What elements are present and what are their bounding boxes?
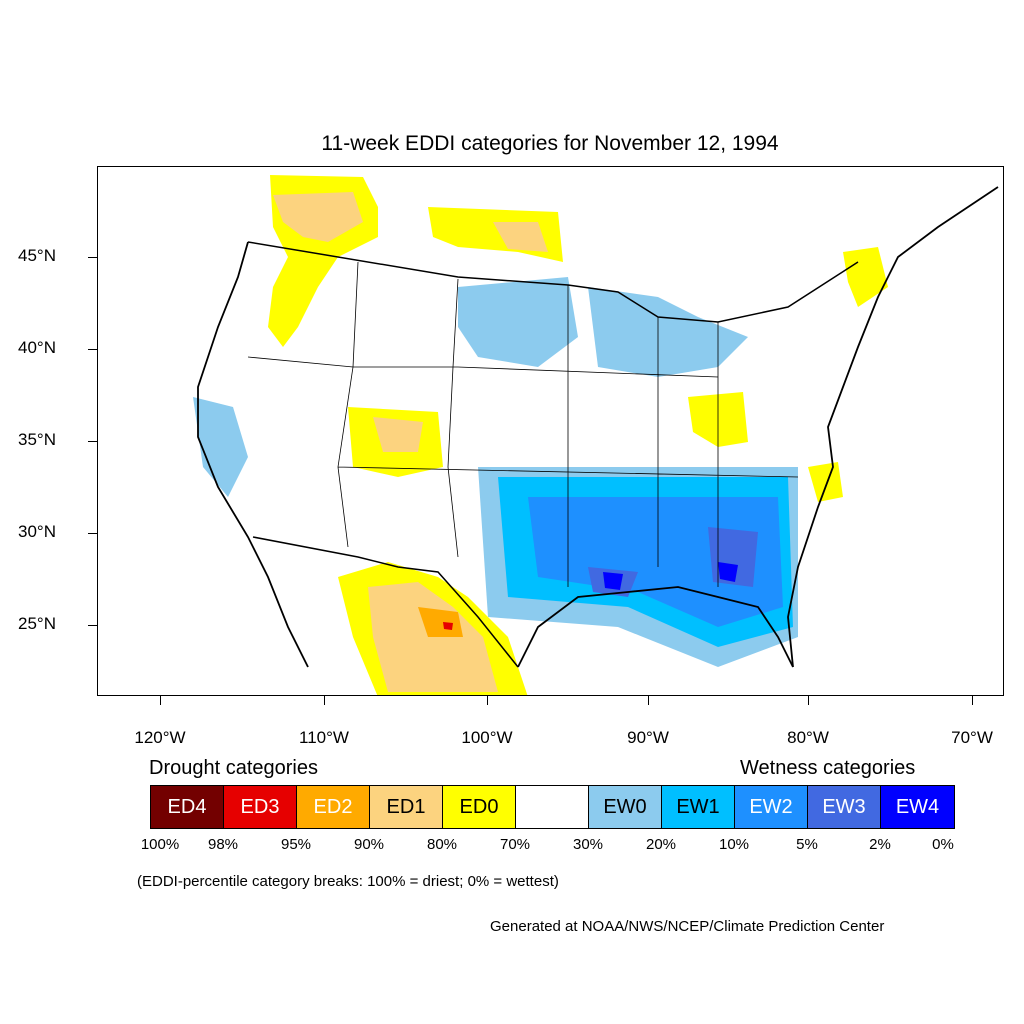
lat-label-45: 45°N <box>18 246 56 265</box>
legend-swatch-ew1: EW1 <box>662 786 735 828</box>
ed1-region-north-dakota <box>493 222 548 252</box>
wetness-categories-heading: Wetness categories <box>740 757 916 779</box>
ed0-region-carolina <box>808 462 843 502</box>
wetness-regions <box>193 277 798 667</box>
state-lines <box>247 261 799 587</box>
gulf-coastline <box>517 586 794 668</box>
lon-tick <box>324 696 325 705</box>
percentile-break-label: 100% <box>140 836 180 853</box>
legend-swatch-ew0: EW0 <box>589 786 662 828</box>
lat-tick <box>88 349 97 350</box>
lon-tick <box>972 696 973 705</box>
drought-categories-heading: Drought categories <box>149 757 318 779</box>
lat-label-35: 35°N <box>18 430 56 449</box>
lat-tick <box>88 625 97 626</box>
eddi-map <box>193 175 999 695</box>
percentile-break-label: 0% <box>932 836 954 853</box>
credit-text: Generated at NOAA/NWS/NCEP/Climate Predi… <box>490 918 885 935</box>
lon-label-70: 70°W <box>951 728 993 747</box>
lon-label-100: 100°W <box>461 728 513 747</box>
category-breaks-note: (EDDI-percentile category breaks: 100% =… <box>137 873 559 890</box>
lat-label-40: 40°N <box>18 338 56 357</box>
lon-label-90: 90°W <box>627 728 669 747</box>
percentile-break-label: 5% <box>796 836 818 853</box>
ed0-region-maine <box>843 247 888 307</box>
percentile-break-label: 80% <box>426 836 458 853</box>
lon-tick <box>648 696 649 705</box>
ew0-region-california <box>193 397 248 497</box>
percentile-break-label: 20% <box>645 836 677 853</box>
map-panel <box>97 166 1004 696</box>
legend-swatch-ew4: EW4 <box>881 786 954 828</box>
ed0-region-north-dakota <box>428 207 563 262</box>
lon-label-80: 80°W <box>787 728 829 747</box>
percentile-break-label: 10% <box>718 836 750 853</box>
ed3-region-mexico <box>443 622 453 630</box>
us-canada-border <box>247 241 859 323</box>
ew0-region-great-lakes <box>588 287 748 377</box>
ed1-region-colorado <box>373 417 423 452</box>
ew4-region-louisiana <box>603 572 623 590</box>
lon-tick <box>160 696 161 705</box>
us-mexico-border <box>252 536 519 668</box>
lon-tick <box>808 696 809 705</box>
map-title: 11-week EDDI categories for November 12,… <box>321 132 779 155</box>
boundaries <box>197 186 999 668</box>
legend-swatch-ed4: ED4 <box>151 786 224 828</box>
lat-tick <box>88 533 97 534</box>
legend-swatch-ew3: EW3 <box>808 786 881 828</box>
east-coastline <box>787 186 999 668</box>
lon-tick <box>487 696 488 705</box>
legend-swatch-ed3: ED3 <box>224 786 297 828</box>
category-color-bar: ED4 ED3 ED2 ED1 ED0 EW0 EW1 EW2 EW3 EW4 <box>150 785 955 829</box>
west-coastline <box>197 241 309 668</box>
percentile-break-label: 95% <box>280 836 312 853</box>
legend-swatch-ed2: ED2 <box>297 786 370 828</box>
lon-label-110: 110°W <box>299 728 349 747</box>
legend-swatch-ew2: EW2 <box>735 786 808 828</box>
legend-swatch-ed1: ED1 <box>370 786 443 828</box>
lat-tick <box>88 441 97 442</box>
percentile-break-label: 30% <box>572 836 604 853</box>
lon-label-120: 120°W <box>134 728 186 747</box>
ew4-region-georgia <box>718 562 738 582</box>
percentile-break-label: 2% <box>869 836 891 853</box>
percentile-break-label: 70% <box>499 836 531 853</box>
lat-label-25: 25°N <box>18 614 56 633</box>
lat-tick <box>88 257 97 258</box>
lat-label-30: 30°N <box>18 522 56 541</box>
percentile-break-label: 90% <box>353 836 385 853</box>
percentile-break-label: 98% <box>207 836 239 853</box>
legend-swatch-normal <box>516 786 589 828</box>
ed1-region-northwest <box>273 192 363 242</box>
ew0-region-plains <box>458 277 578 367</box>
drought-regions <box>268 175 888 695</box>
legend-swatch-ed0: ED0 <box>443 786 516 828</box>
